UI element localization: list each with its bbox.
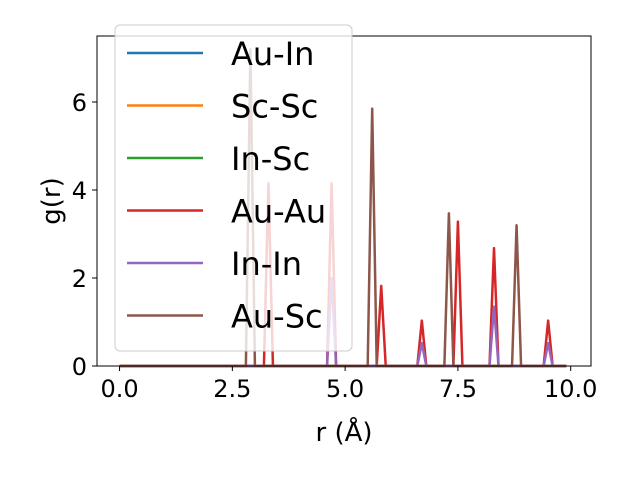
legend-label: Sc-Sc bbox=[231, 88, 318, 126]
y-axis: 0 2 4 6 bbox=[72, 89, 97, 381]
legend-label: Au-Au bbox=[231, 193, 326, 231]
x-tick-label: 10.0 bbox=[544, 375, 597, 403]
legend-label: In-Sc bbox=[231, 140, 310, 178]
x-tick-label: 2.5 bbox=[213, 375, 251, 403]
legend-label: In-In bbox=[231, 245, 302, 283]
y-axis-label: g(r) bbox=[37, 177, 67, 224]
y-tick-label: 2 bbox=[72, 265, 87, 293]
legend-label: Au-In bbox=[231, 35, 314, 73]
legend: Au-In Sc-Sc In-Sc Au-Au In-In Au-Sc bbox=[114, 24, 353, 352]
x-tick-label: 0.0 bbox=[100, 375, 138, 403]
legend-label: Au-Sc bbox=[231, 298, 323, 336]
x-tick-label: 7.5 bbox=[439, 375, 477, 403]
x-tick-label: 5.0 bbox=[326, 375, 364, 403]
x-axis: 0.0 2.5 5.0 7.5 10.0 bbox=[100, 366, 597, 403]
y-tick-label: 0 bbox=[72, 353, 87, 381]
y-tick-label: 6 bbox=[72, 89, 87, 117]
x-axis-label: r (Å) bbox=[315, 416, 372, 448]
y-tick-label: 4 bbox=[72, 177, 87, 205]
